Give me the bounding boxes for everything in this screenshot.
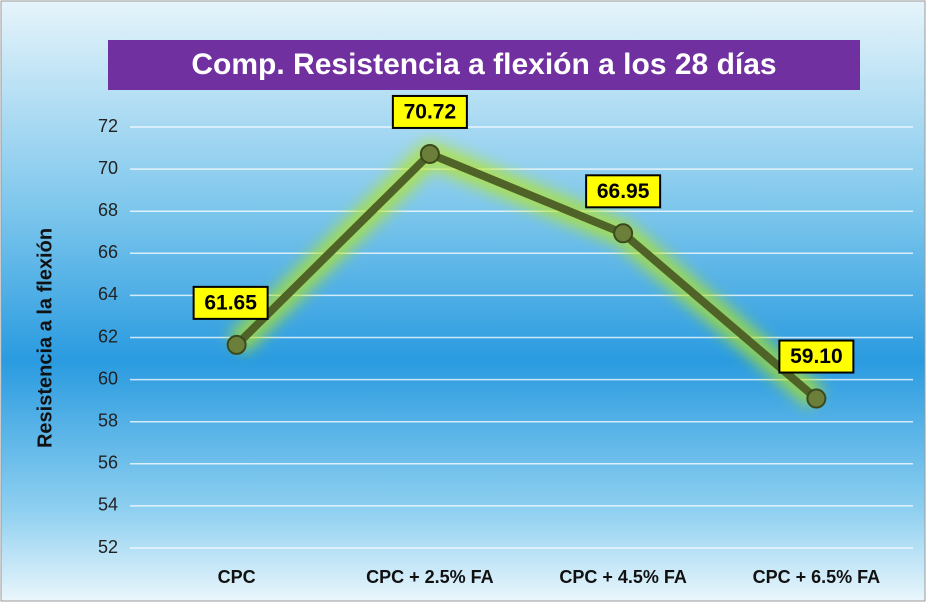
data-label-box [391,94,468,129]
y-tick-label: 68 [98,200,118,220]
marker [613,223,634,244]
data-label-box [778,339,855,374]
marker [419,143,440,164]
data-label: 66.95 [597,180,650,203]
y-tick-label: 60 [98,368,118,388]
line [233,149,819,402]
marker [806,388,827,409]
y-tick-label: 66 [98,242,118,262]
x-tick-label: CPC + 2.5% FA [366,567,494,587]
y-tick-label: 72 [98,116,118,136]
marker [226,334,247,355]
title-box [108,40,860,90]
y-tick-label: 58 [98,410,118,430]
y-tick-label: 62 [98,326,118,346]
data-label-box [192,285,269,320]
x-tick-label: CPC + 6.5% FA [753,567,881,587]
data-label: 70.72 [404,100,457,123]
y-tick-label: 54 [98,495,118,515]
chart-title: Comp. Resistencia a flexión a los 28 día… [191,48,776,81]
y-tick-label: 64 [98,284,118,304]
data-label-box [585,174,662,209]
x-tick-label: CPC [218,567,256,587]
y-tick-label: 56 [98,453,118,473]
y-axis-label: Resistencia a la flexión [34,228,56,448]
x-tick-label: CPC + 4.5% FA [559,567,687,587]
data-label: 61.65 [204,291,257,314]
y-tick-label: 70 [98,158,118,178]
y-tick-label: 52 [98,537,118,557]
data-label: 59.10 [790,345,843,368]
